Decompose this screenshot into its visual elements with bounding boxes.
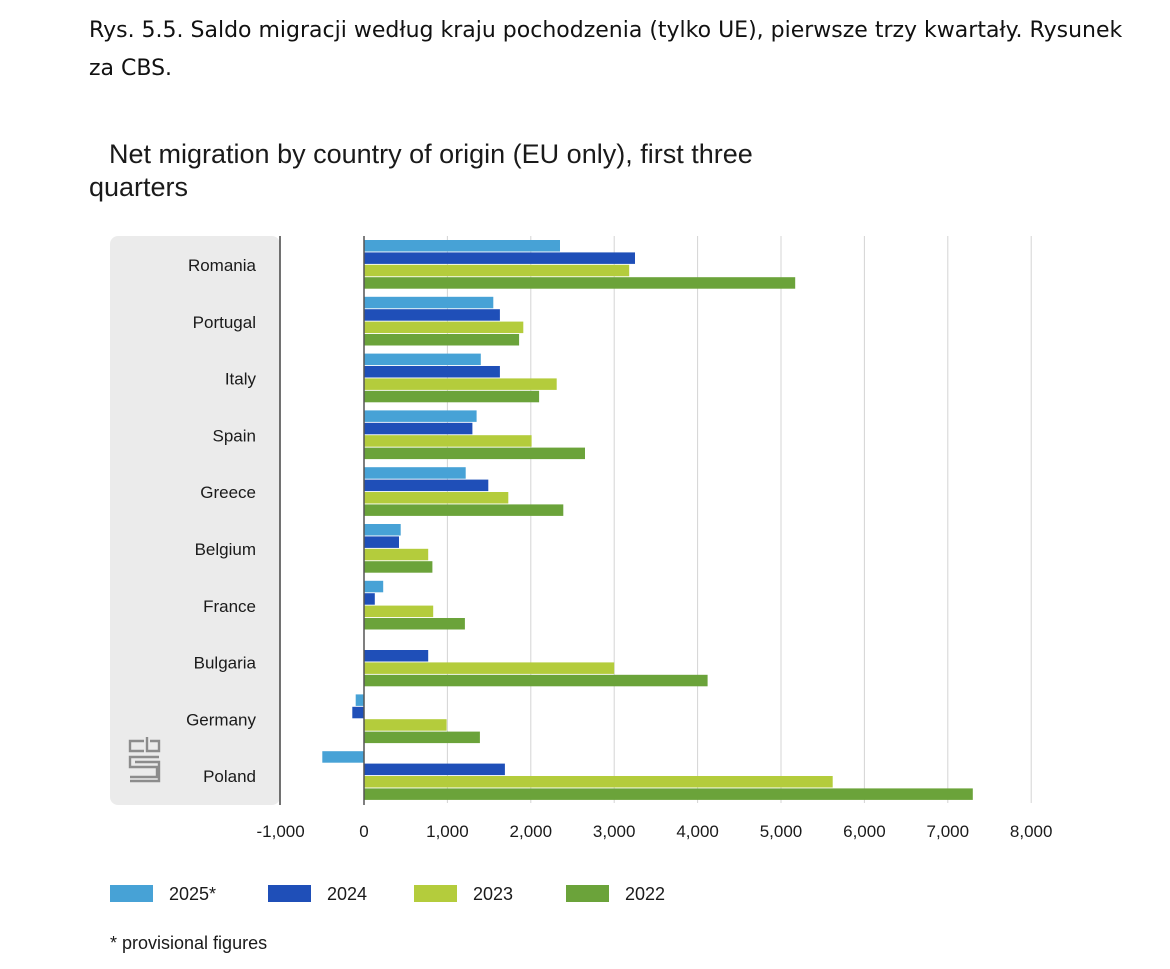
bar-bulgaria-2023 — [364, 662, 615, 674]
bar-greece-2024 — [364, 479, 489, 492]
grid-lines — [446, 236, 1032, 803]
bar-portugal-2023 — [364, 321, 524, 334]
x-tick-label: 1,000 — [426, 822, 469, 841]
bar-germany-2023 — [364, 719, 447, 731]
bar-spain-2022 — [364, 447, 585, 460]
category-panel — [110, 236, 280, 805]
x-tick-label: 7,000 — [927, 822, 970, 841]
bars — [322, 240, 973, 800]
bar-greece-2022 — [364, 504, 564, 516]
chart-title: Net migration by country of origin (EU o… — [89, 139, 753, 202]
bar-bulgaria-2022 — [364, 674, 708, 687]
bar-france-2025 — [364, 580, 384, 593]
bar-france-2022 — [364, 618, 465, 630]
legend-label-2022: 2022 — [625, 884, 665, 904]
x-tick-label: 3,000 — [593, 822, 636, 841]
footnote: * provisional figures — [110, 933, 268, 953]
bar-poland-2023 — [364, 776, 833, 788]
legend-swatch-2022 — [566, 885, 609, 902]
bar-greece-2023 — [364, 492, 509, 504]
bar-romania-2024 — [364, 252, 635, 264]
category-labels: Romania Portugal Italy Spain Greece Belgium Fr… — [186, 256, 256, 786]
category-label-romania: Romania — [188, 256, 257, 275]
bar-germany-2025 — [355, 694, 364, 706]
category-label-italy: Italy — [225, 370, 257, 389]
axes — [279, 236, 365, 805]
bar-portugal-2025 — [364, 296, 494, 309]
bar-bulgaria-2024 — [364, 650, 429, 662]
bar-greece-2025 — [364, 467, 466, 479]
x-tick-label: 6,000 — [843, 822, 886, 841]
bar-italy-2025 — [364, 353, 481, 366]
legend-label-2023: 2023 — [473, 884, 513, 904]
category-label-germany: Germany — [186, 710, 256, 729]
x-tick-label: 4,000 — [676, 822, 719, 841]
category-label-greece: Greece — [200, 483, 256, 502]
x-tick-label: -1,000 — [256, 822, 304, 841]
logo-stroke — [128, 755, 159, 779]
bar-belgium-2022 — [364, 561, 433, 573]
bar-spain-2025 — [364, 410, 477, 422]
legend-swatch-2024 — [268, 885, 311, 902]
category-label-belgium: Belgium — [195, 540, 256, 559]
category-label-france: France — [203, 597, 256, 616]
bar-italy-2023 — [364, 378, 557, 390]
logo-stroke — [128, 739, 144, 753]
bar-chart: Romania Portugal Italy Spain Greece Belgium Fr… — [110, 236, 1052, 904]
bar-spain-2024 — [364, 422, 473, 435]
legend-swatch-2023 — [414, 885, 457, 902]
bar-poland-2022 — [364, 788, 973, 800]
legend-swatch-2025 — [110, 885, 153, 902]
category-label-bulgaria: Bulgaria — [194, 654, 257, 673]
x-tick-labels: -1,000 0 1,000 2,000 3,000 4,000 5,000 6,000 7,0… — [256, 822, 1052, 841]
bar-belgium-2025 — [364, 524, 401, 536]
bar-france-2023 — [364, 605, 434, 618]
bar-romania-2023 — [364, 264, 630, 277]
figure-caption: Rys. 5.5. Saldo migracji według kraju po… — [89, 18, 1123, 81]
legend: 2025* 2024 2023 2022 — [110, 884, 665, 904]
cbs-logo-icon — [128, 737, 161, 783]
bar-belgium-2024 — [364, 536, 399, 548]
bar-spain-2023 — [364, 435, 532, 447]
bar-poland-2024 — [364, 763, 505, 776]
legend-label-2025: 2025* — [169, 884, 216, 904]
x-tick-label: 0 — [359, 822, 368, 841]
bar-portugal-2022 — [364, 334, 520, 346]
x-tick-label: 2,000 — [510, 822, 553, 841]
bar-italy-2024 — [364, 366, 500, 378]
category-label-portugal: Portugal — [193, 313, 256, 332]
category-label-spain: Spain — [213, 426, 256, 445]
bar-france-2024 — [364, 593, 375, 605]
bar-romania-2022 — [364, 277, 796, 289]
bar-belgium-2023 — [364, 548, 429, 561]
category-label-poland: Poland — [203, 767, 256, 786]
legend-label-2024: 2024 — [327, 884, 367, 904]
logo-stroke — [145, 737, 161, 753]
bar-germany-2022 — [364, 731, 480, 744]
x-tick-label: 8,000 — [1010, 822, 1053, 841]
bar-romania-2025 — [364, 240, 560, 252]
logo-stroke — [130, 760, 161, 783]
bar-germany-2024 — [352, 706, 364, 719]
bar-poland-2025 — [322, 751, 364, 763]
x-tick-label: 5,000 — [760, 822, 803, 841]
bar-portugal-2024 — [364, 309, 500, 321]
bar-italy-2022 — [364, 390, 540, 403]
